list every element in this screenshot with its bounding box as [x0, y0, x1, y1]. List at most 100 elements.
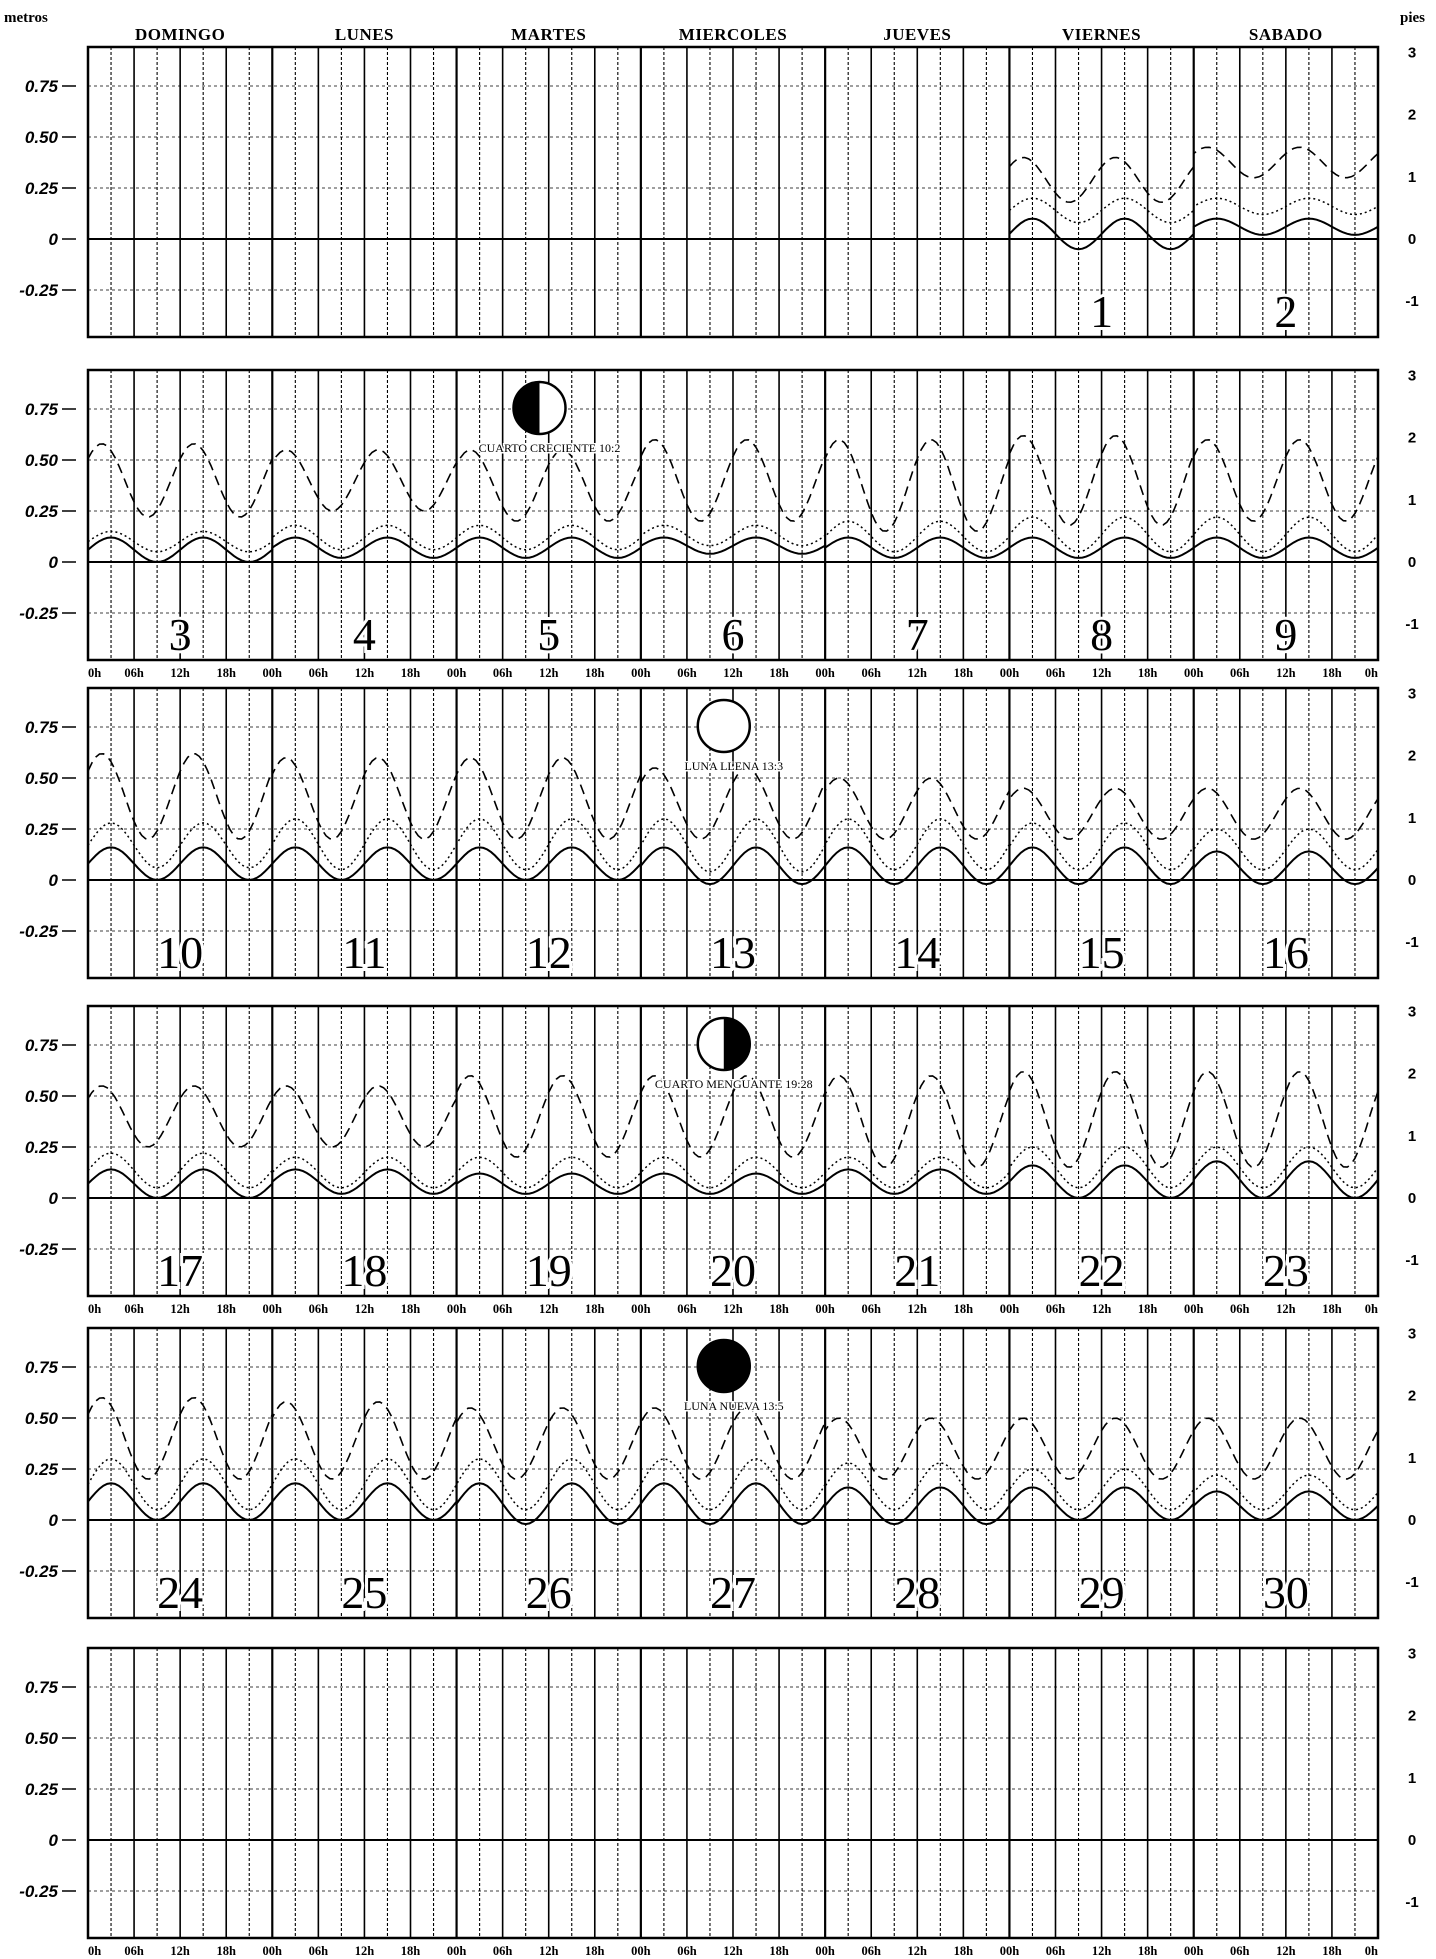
weekday-header: SABADO [1249, 25, 1323, 44]
y-tick-right: -1 [1405, 616, 1418, 633]
date-number: 14 [894, 927, 940, 978]
hour-axis-label: 18h [769, 1944, 789, 1958]
hour-axis-label: 0h [88, 1944, 101, 1958]
y-tick-left: 0.25 [25, 1780, 59, 1799]
hour-axis-label: 0h [1365, 1944, 1378, 1958]
y-tick-right: 2 [1408, 748, 1416, 765]
y-tick-right: 1 [1408, 810, 1416, 827]
y-tick-left: 0.25 [25, 179, 59, 198]
hour-axis-label: 06h [677, 1944, 697, 1958]
tide-curve-dashed [87, 752, 1379, 840]
hour-axis-label: 0h [88, 1302, 101, 1316]
hour-axis-label: 18h [769, 1302, 789, 1316]
hour-axis-label: 06h [124, 1302, 144, 1316]
y-tick-left: 0.75 [25, 1678, 59, 1697]
tide-curve-dotted [1008, 197, 1379, 224]
hour-axis-label: 12h [723, 1302, 743, 1316]
date-number: 20 [710, 1245, 756, 1296]
y-tick-right: 3 [1408, 1645, 1416, 1662]
y-tick-right: -1 [1405, 293, 1418, 310]
y-tick-right: 2 [1408, 430, 1416, 447]
hour-axis-label: 00h [1000, 666, 1020, 680]
hour-axis-label: 12h [1276, 666, 1296, 680]
hour-axis-label: 06h [309, 1944, 329, 1958]
hour-axis-label: 18h [1138, 666, 1158, 680]
y-tick-left: -0.25 [19, 1240, 58, 1259]
hour-axis-label: 06h [861, 1302, 881, 1316]
y-tick-right: 2 [1408, 107, 1416, 124]
hour-axis-label: 18h [216, 1944, 236, 1958]
hour-axis-label: 00h [1000, 1302, 1020, 1316]
y-tick-left: 0.25 [25, 502, 59, 521]
hour-axis-label: 12h [908, 666, 928, 680]
hour-axis-label: 06h [861, 666, 881, 680]
y-tick-left: -0.25 [19, 281, 58, 300]
date-number: 2 [1274, 286, 1297, 337]
tide-curve-solid [87, 1482, 1379, 1526]
y-tick-left: 0.75 [25, 400, 59, 419]
hour-axis-label: 06h [1230, 666, 1250, 680]
y-tick-right: 0 [1408, 872, 1416, 889]
hour-axis-label: 06h [861, 1944, 881, 1958]
date-number: 10 [157, 927, 203, 978]
hour-axis-label: 12h [1092, 1944, 1112, 1958]
y-tick-right: 0 [1408, 231, 1416, 248]
hour-axis-label: 00h [631, 666, 651, 680]
tide-curve-dashed [87, 1070, 1379, 1168]
date-number: 28 [894, 1567, 940, 1618]
date-number: 30 [1263, 1567, 1309, 1618]
hour-axis-label: 06h [309, 1302, 329, 1316]
tide-curve-dashed [87, 434, 1379, 532]
y-tick-left: 0 [49, 1511, 59, 1530]
y-tick-right: 0 [1408, 1512, 1416, 1529]
y-tick-left: 0 [49, 1831, 59, 1850]
week-panel: 0.75 0.50 0.25 0 -0.25 3 2 1 0 -1 0h 06h 12h 18h 00h 06… [19, 1645, 1418, 1958]
weekday-header: LUNES [335, 25, 394, 44]
y-tick-right: 3 [1408, 1325, 1416, 1342]
y-tick-right: 3 [1408, 1003, 1416, 1020]
hour-axis-label: 12h [1092, 666, 1112, 680]
hour-axis-label: 06h [124, 666, 144, 680]
hour-axis-label: 12h [723, 1944, 743, 1958]
date-number: 16 [1263, 927, 1309, 978]
hour-axis-label: 12h [355, 1302, 375, 1316]
y-tick-left: -0.25 [19, 604, 58, 623]
left-unit-label: metros [4, 10, 48, 26]
hour-axis-label: 18h [1322, 1944, 1342, 1958]
weekday-header: MARTES [511, 25, 586, 44]
date-number: 12 [526, 927, 572, 978]
weekday-header: JUEVES [883, 25, 951, 44]
hour-axis-label: 18h [585, 1302, 605, 1316]
hour-axis-label: 00h [631, 1944, 651, 1958]
date-number: 7 [906, 609, 929, 660]
y-tick-right: 1 [1408, 169, 1416, 186]
date-number: 22 [1079, 1245, 1125, 1296]
right-unit-label: pies [1400, 10, 1425, 26]
moon-new-icon [696, 1338, 752, 1394]
hour-axis-label: 00h [815, 1302, 835, 1316]
y-tick-right: 3 [1408, 367, 1416, 384]
hour-axis-label: 00h [1000, 1944, 1020, 1958]
hour-axis-label: 12h [908, 1302, 928, 1316]
date-number: 15 [1079, 927, 1125, 978]
tide-curve-solid [87, 846, 1379, 886]
y-tick-right: -1 [1405, 1252, 1418, 1269]
y-tick-right: 2 [1408, 1066, 1416, 1083]
date-number: 29 [1079, 1567, 1125, 1618]
moon-phase-label: CUARTO CRECIENTE 10:2 [479, 441, 621, 455]
hour-axis-label: 06h [493, 1302, 513, 1316]
y-tick-right: 2 [1408, 1708, 1416, 1725]
hour-axis-label: 18h [401, 1302, 421, 1316]
hour-axis-label: 06h [309, 666, 329, 680]
date-number: 13 [710, 927, 756, 978]
tide-curve-dashed [1008, 146, 1379, 204]
y-tick-right: 0 [1408, 1832, 1416, 1849]
hour-axis-label: 12h [355, 1944, 375, 1958]
moon-shaded-half [723, 1018, 750, 1070]
date-number: 17 [157, 1245, 203, 1296]
hour-axis-label: 12h [1092, 1302, 1112, 1316]
hour-axis-label: 00h [263, 666, 283, 680]
tide-curve-solid [1008, 217, 1379, 251]
hour-axis-label: 12h [723, 666, 743, 680]
